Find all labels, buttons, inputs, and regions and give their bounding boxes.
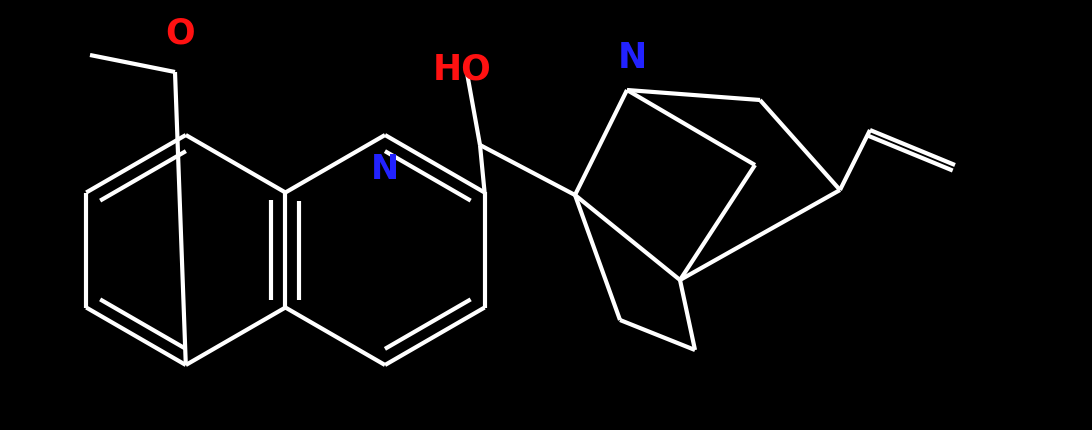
Text: HO: HO xyxy=(432,53,491,87)
Text: N: N xyxy=(371,153,399,186)
Text: N: N xyxy=(617,41,646,75)
Text: O: O xyxy=(165,16,194,50)
